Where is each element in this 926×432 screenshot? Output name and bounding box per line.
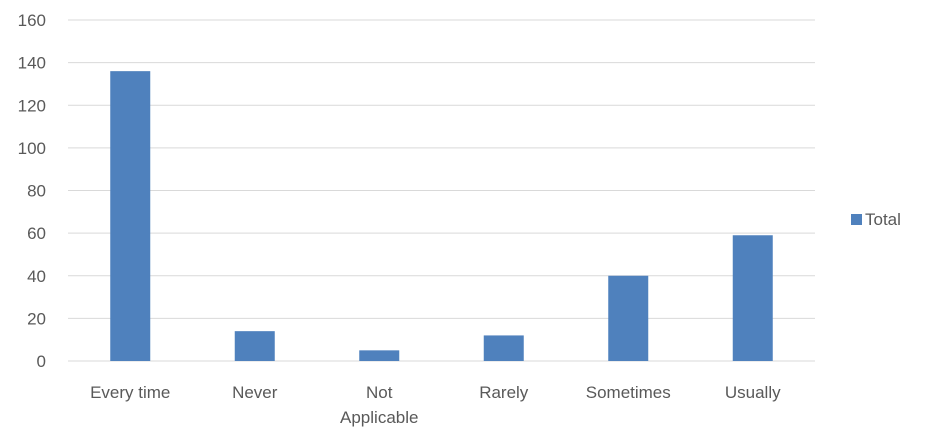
x-tick-label: Sometimes <box>586 383 671 402</box>
bar-not-applicable <box>359 350 400 361</box>
y-tick-label: 80 <box>27 182 46 201</box>
bar-never <box>234 331 275 361</box>
y-tick-label: 40 <box>27 267 46 286</box>
legend-label-total: Total <box>865 210 901 229</box>
x-tick-label: Not Applicable <box>340 383 418 427</box>
y-axis-ticks: 0 20 40 60 80 100 120 140 160 <box>18 11 46 371</box>
gridlines <box>68 19 815 362</box>
y-tick-label: 140 <box>18 54 46 73</box>
legend-swatch-total <box>851 214 862 225</box>
x-tick-label: Every time <box>90 383 170 402</box>
y-tick-label: 60 <box>27 224 46 243</box>
bar-sometimes <box>608 275 649 361</box>
x-tick-label: Usually <box>725 383 781 402</box>
y-tick-label: 120 <box>18 96 46 115</box>
bar-usually <box>732 235 773 361</box>
bar-rarely <box>483 335 524 361</box>
x-axis-labels: Every time Never Not Applicable Rarely Someti… <box>90 383 781 427</box>
x-tick-label: Never <box>232 383 278 402</box>
y-tick-label: 0 <box>37 352 46 371</box>
y-tick-label: 20 <box>27 309 46 328</box>
x-tick-label: Rarely <box>479 383 529 402</box>
y-tick-label: 100 <box>18 139 46 158</box>
bars <box>110 71 773 362</box>
y-tick-label: 160 <box>18 11 46 30</box>
legend: Total <box>851 210 901 229</box>
bar-every-time <box>110 71 151 362</box>
